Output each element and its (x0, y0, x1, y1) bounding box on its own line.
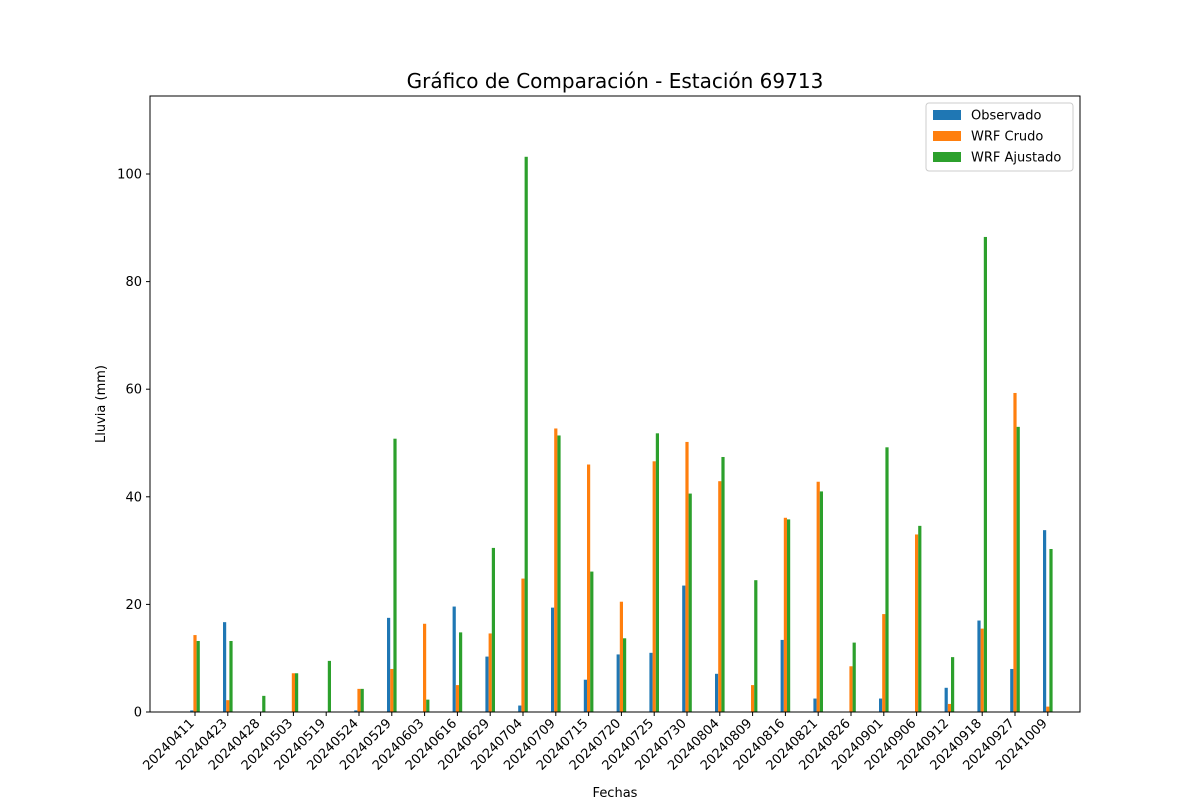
bar-wrf-crudo (980, 628, 984, 712)
bar-wrf-crudo (226, 700, 230, 712)
legend-swatch (933, 131, 961, 141)
bar-observado (879, 698, 883, 712)
legend: Observado WRF Crudo WRF Ajustado (925, 102, 1074, 172)
bar-wrf-crudo (882, 614, 886, 712)
bar-wrf-crudo (291, 673, 295, 712)
bar-observado (1043, 530, 1047, 712)
bar-wrf-crudo (1046, 706, 1050, 712)
bar-wrf-ajustado (655, 433, 659, 712)
bar-observado (780, 639, 784, 712)
bar-wrf-ajustado (787, 519, 791, 712)
legend-label: WRF Ajustado (971, 151, 1061, 166)
legend-swatch (933, 110, 961, 120)
y-tick-label: 60 (125, 383, 142, 398)
bar-observado (616, 654, 620, 712)
bar-wrf-ajustado (524, 156, 528, 713)
bar-wrf-ajustado (459, 632, 463, 712)
bar-wrf-ajustado (491, 547, 495, 712)
bar-wrf-crudo (357, 688, 361, 712)
bar-observado (649, 652, 653, 712)
bar-observado (354, 710, 358, 712)
bar-wrf-crudo (849, 666, 853, 712)
bar-wrf-ajustado (229, 640, 233, 712)
bar-wrf-ajustado (983, 236, 987, 712)
bar-wrf-crudo (521, 578, 525, 712)
y-tick-label: 80 (125, 275, 142, 290)
bar-wrf-crudo (652, 461, 656, 712)
y-tick-label: 0 (134, 706, 142, 721)
bar-wrf-ajustado (393, 438, 397, 712)
bar-observado (551, 607, 555, 712)
bar-wrf-ajustado (819, 491, 823, 712)
bar-observado (977, 620, 981, 712)
bar-wrf-ajustado (590, 571, 594, 712)
bar-observado (715, 673, 719, 712)
bar-wrf-ajustado (754, 580, 758, 712)
bar-wrf-ajustado (360, 688, 364, 712)
bar-wrf-crudo (390, 668, 394, 712)
legend-label: WRF Crudo (971, 130, 1043, 145)
bar-wrf-crudo (193, 635, 197, 712)
bar-observado (518, 705, 522, 712)
legend-swatch (933, 152, 961, 162)
bar-wrf-ajustado (262, 695, 266, 712)
bar-wrf-crudo (488, 633, 492, 712)
bar-wrf-ajustado (295, 673, 299, 712)
bar-observado (485, 656, 489, 712)
bar-wrf-ajustado (426, 699, 430, 712)
bar-wrf-crudo (1013, 392, 1017, 712)
axes-frame (149, 95, 1081, 713)
bar-wrf-crudo (816, 481, 820, 712)
bar-wrf-crudo (915, 534, 919, 712)
bar-wrf-crudo (587, 464, 591, 712)
bar-observado (682, 585, 686, 712)
y-tick-label: 40 (125, 490, 142, 505)
bar-wrf-ajustado (721, 456, 725, 712)
bar-wrf-ajustado (852, 642, 856, 712)
legend-box (925, 102, 1074, 172)
bar-observado (813, 698, 817, 712)
bar-wrf-ajustado (1016, 426, 1020, 712)
bar-wrf-crudo (718, 481, 722, 712)
bar-wrf-ajustado (918, 525, 922, 712)
bar-wrf-ajustado (327, 660, 331, 712)
bar-observado (190, 710, 194, 712)
bar-wrf-crudo (685, 441, 689, 712)
bar-observado (944, 687, 948, 712)
x-axis-label: Fechas (593, 786, 638, 800)
bar-wrf-crudo (455, 685, 459, 712)
bar-wrf-ajustado (885, 447, 889, 712)
y-tick-label: 20 (125, 598, 142, 613)
bar-wrf-crudo (619, 601, 623, 712)
y-axis-label: Lluvia (mm) (94, 365, 109, 443)
bar-wrf-ajustado (623, 638, 627, 712)
bar-wrf-ajustado (557, 435, 561, 712)
bar-wrf-crudo (751, 685, 755, 712)
y-tick-label: 100 (117, 168, 142, 183)
bar-wrf-ajustado (951, 657, 955, 712)
bar-wrf-ajustado (196, 640, 200, 712)
bar-wrf-crudo (554, 428, 558, 712)
bar-wrf-crudo (947, 703, 951, 712)
bar-wrf-crudo (783, 517, 787, 712)
chart-title: Gráfico de Comparación - Estación 69713 (407, 69, 824, 93)
bar-observado (452, 606, 456, 712)
bar-observado (223, 622, 227, 712)
bar-observado (387, 617, 391, 712)
bar-observado (583, 679, 587, 712)
bar-observado (1010, 668, 1014, 712)
bar-wrf-ajustado (688, 493, 692, 712)
legend-label: Observado (971, 109, 1042, 124)
bar-wrf-ajustado (1049, 548, 1053, 712)
bar-wrf-crudo (423, 623, 427, 712)
